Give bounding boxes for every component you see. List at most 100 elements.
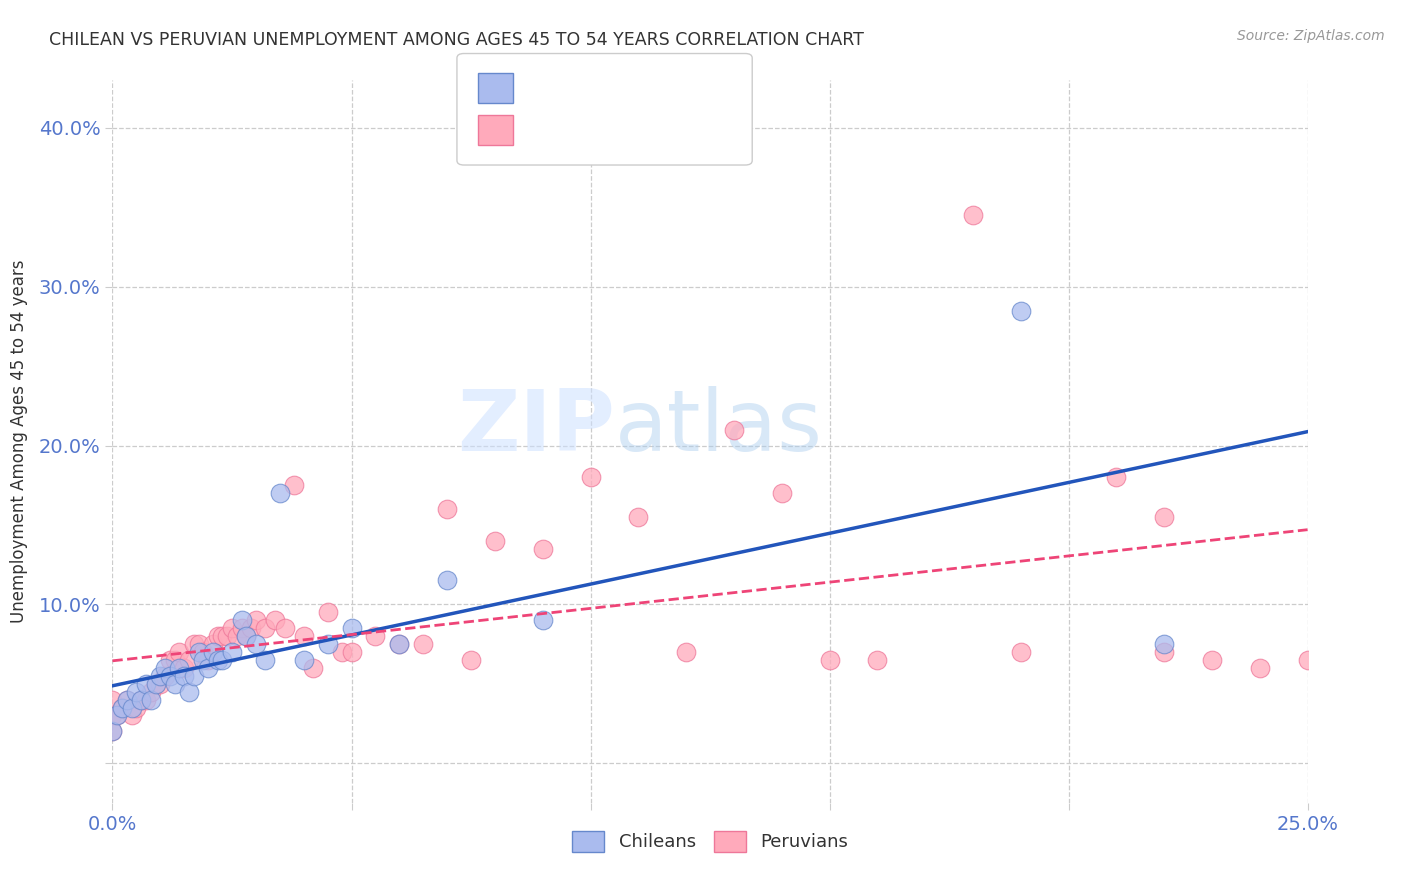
Point xyxy=(388,637,411,651)
Point xyxy=(1296,653,1319,667)
Point xyxy=(1153,645,1175,659)
Point xyxy=(770,486,793,500)
Point xyxy=(111,700,134,714)
Point xyxy=(149,676,172,690)
Point xyxy=(169,661,191,675)
Point xyxy=(177,653,200,667)
Point xyxy=(460,653,482,667)
Point xyxy=(235,629,257,643)
Point xyxy=(273,621,295,635)
Point xyxy=(340,621,363,635)
Point xyxy=(207,653,229,667)
Point xyxy=(340,645,363,659)
Point xyxy=(153,669,176,683)
Point xyxy=(159,653,181,667)
Point xyxy=(145,676,167,690)
Point xyxy=(125,684,148,698)
Point xyxy=(115,692,138,706)
Point xyxy=(153,661,176,675)
Point xyxy=(111,700,134,714)
Point xyxy=(866,653,889,667)
Point xyxy=(121,708,143,723)
Point xyxy=(211,653,233,667)
Point xyxy=(283,478,305,492)
Point xyxy=(105,708,128,723)
Point xyxy=(193,645,215,659)
Point xyxy=(1105,470,1128,484)
Point xyxy=(139,684,162,698)
Point xyxy=(245,613,267,627)
Point xyxy=(388,637,411,651)
Text: R = 0.489   N = 64: R = 0.489 N = 64 xyxy=(520,120,690,138)
Point xyxy=(316,637,339,651)
Point xyxy=(364,629,387,643)
Text: atlas: atlas xyxy=(614,385,823,468)
Point xyxy=(129,692,152,706)
Point xyxy=(1153,510,1175,524)
Point xyxy=(105,708,128,723)
Point xyxy=(121,700,143,714)
Point xyxy=(264,613,287,627)
Y-axis label: Unemployment Among Ages 45 to 54 years: Unemployment Among Ages 45 to 54 years xyxy=(10,260,28,624)
Point xyxy=(163,653,186,667)
Point xyxy=(101,708,124,723)
Point xyxy=(197,661,219,675)
Point xyxy=(197,653,219,667)
Point xyxy=(207,629,229,643)
Legend: Chileans, Peruvians: Chileans, Peruvians xyxy=(564,823,856,859)
Point xyxy=(221,645,243,659)
Point xyxy=(149,669,172,683)
Point xyxy=(292,653,315,667)
Point xyxy=(245,637,267,651)
Point xyxy=(187,637,209,651)
Point xyxy=(235,629,257,643)
Point xyxy=(254,653,277,667)
Point xyxy=(292,629,315,643)
Point xyxy=(302,661,325,675)
Point xyxy=(962,208,984,222)
Point xyxy=(183,669,205,683)
Point xyxy=(221,621,243,635)
Point xyxy=(135,692,157,706)
Point xyxy=(723,423,745,437)
Point xyxy=(169,645,191,659)
Point xyxy=(436,502,458,516)
Point xyxy=(173,669,195,683)
Point xyxy=(1153,637,1175,651)
Point xyxy=(125,700,148,714)
Point xyxy=(231,613,253,627)
Point xyxy=(177,684,200,698)
Point xyxy=(201,645,224,659)
Text: Source: ZipAtlas.com: Source: ZipAtlas.com xyxy=(1237,29,1385,43)
Text: R = 0.657   N = 38: R = 0.657 N = 38 xyxy=(520,78,690,96)
Point xyxy=(627,510,650,524)
Point xyxy=(173,661,195,675)
Point xyxy=(1249,661,1271,675)
Point xyxy=(163,676,186,690)
Point xyxy=(579,470,602,484)
Point xyxy=(231,621,253,635)
Point xyxy=(193,653,215,667)
Point xyxy=(115,692,138,706)
Point xyxy=(818,653,841,667)
Point xyxy=(101,724,124,739)
Point xyxy=(531,541,554,556)
Point xyxy=(531,613,554,627)
Point xyxy=(145,676,167,690)
Point xyxy=(129,692,152,706)
Point xyxy=(159,669,181,683)
Point xyxy=(187,645,209,659)
Text: CHILEAN VS PERUVIAN UNEMPLOYMENT AMONG AGES 45 TO 54 YEARS CORRELATION CHART: CHILEAN VS PERUVIAN UNEMPLOYMENT AMONG A… xyxy=(49,31,865,49)
Point xyxy=(101,724,124,739)
Point xyxy=(217,629,239,643)
Text: ZIP: ZIP xyxy=(457,385,614,468)
Point xyxy=(183,637,205,651)
Point xyxy=(316,605,339,619)
Point xyxy=(240,621,263,635)
Point xyxy=(139,692,162,706)
Point xyxy=(1201,653,1223,667)
Point xyxy=(135,676,157,690)
Point xyxy=(484,533,506,548)
Point xyxy=(1010,645,1032,659)
Point xyxy=(330,645,353,659)
